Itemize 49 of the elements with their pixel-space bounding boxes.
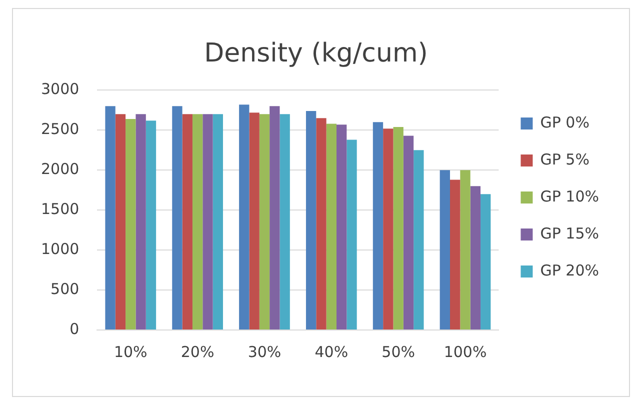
bar [336,124,347,330]
bar [182,114,192,330]
y-tick-label: 2000 [40,160,80,178]
bar [460,170,470,330]
y-tick-label: 500 [50,280,80,298]
legend-label: GP 0% [540,113,590,132]
y-tick-label: 1000 [40,240,80,258]
bar [306,110,316,330]
bar [280,114,290,330]
bar [316,118,326,330]
bar [270,106,280,330]
x-tick-label: 20% [180,342,214,361]
bar [172,106,182,330]
bar [372,122,384,330]
bar [212,114,223,330]
bar [126,118,136,330]
x-tick-label: 100% [444,342,487,361]
y-tick-label: 2500 [40,120,80,138]
bar [249,112,260,330]
bar [115,114,126,330]
bar [414,150,424,330]
x-tick-label: 10% [114,342,148,361]
legend-label: GP 10% [540,187,600,206]
bar [136,114,146,330]
bar [470,186,481,330]
bar [146,120,156,330]
legend-label: GP 20% [540,261,600,280]
y-tick-label: 1500 [40,200,80,218]
x-tick-label: 30% [248,342,282,361]
y-tick-label: 3000 [40,80,80,98]
bar [239,104,250,330]
bar [326,124,336,330]
y-tick-label: 0 [70,320,80,338]
bar [393,126,404,330]
bar [105,106,116,330]
bar [450,180,460,330]
x-tick-label: 40% [314,342,348,361]
bar [202,114,213,330]
bar [440,170,450,330]
legend-label: GP 15% [540,224,600,242]
bar [259,114,270,330]
chart-title: Density (kg/cum) [204,38,428,68]
bar [346,140,357,330]
bar [192,114,203,330]
bar [480,194,491,330]
x-tick-label: 50% [382,342,416,361]
bar [403,136,414,330]
legend-label: GP 5% [540,150,590,168]
bar [383,128,394,330]
